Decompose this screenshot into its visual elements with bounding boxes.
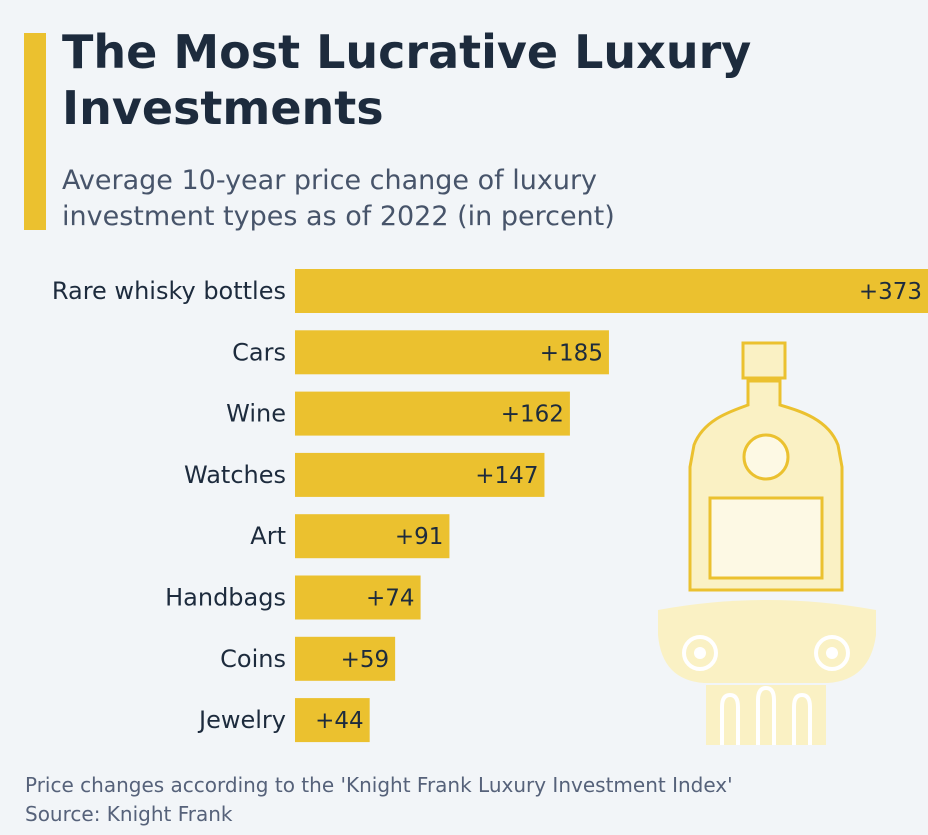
bar-value-label: +74 (366, 586, 415, 612)
category-label: Coins (220, 645, 286, 673)
chart-subtitle: Average 10-year price change of luxury i… (62, 165, 615, 232)
category-label: Watches (184, 461, 286, 489)
bar-value-label: +162 (501, 402, 564, 428)
category-label: Handbags (165, 584, 286, 612)
bar-value-label: +44 (315, 708, 364, 734)
bar (295, 391, 570, 436)
bar (295, 575, 421, 620)
category-label: Art (250, 522, 286, 550)
bar-value-label: +373 (859, 279, 922, 305)
bar (295, 514, 450, 559)
bar-value-label: +59 (341, 647, 390, 673)
whisky-bottle-icon (688, 341, 844, 592)
chart-title: The Most Lucrative Luxury Investments (62, 25, 752, 135)
bar (295, 330, 609, 375)
bar-value-label: +147 (475, 463, 538, 489)
category-label: Jewelry (197, 706, 286, 734)
bar (295, 452, 545, 497)
title-accent-bar (24, 33, 46, 230)
bar-value-label: +91 (395, 524, 444, 550)
chart-footer: Price changes according to the 'Knight F… (25, 771, 905, 829)
bar (295, 269, 928, 313)
bar (295, 636, 396, 681)
bar (295, 698, 370, 743)
category-label: Cars (232, 338, 286, 366)
footnote: Price changes according to the 'Knight F… (25, 773, 733, 797)
category-label: Rare whisky bottles (52, 277, 286, 305)
whisky-bottle-on-column-illustration (658, 341, 876, 745)
source-note: Source: Knight Frank (25, 802, 233, 826)
category-label: Wine (226, 400, 286, 428)
bar-value-label: +185 (540, 340, 603, 366)
bar-chart: Rare whisky bottles +373 Cars +185 Wine +162 W… (52, 269, 928, 743)
ionic-column-icon (658, 600, 876, 745)
